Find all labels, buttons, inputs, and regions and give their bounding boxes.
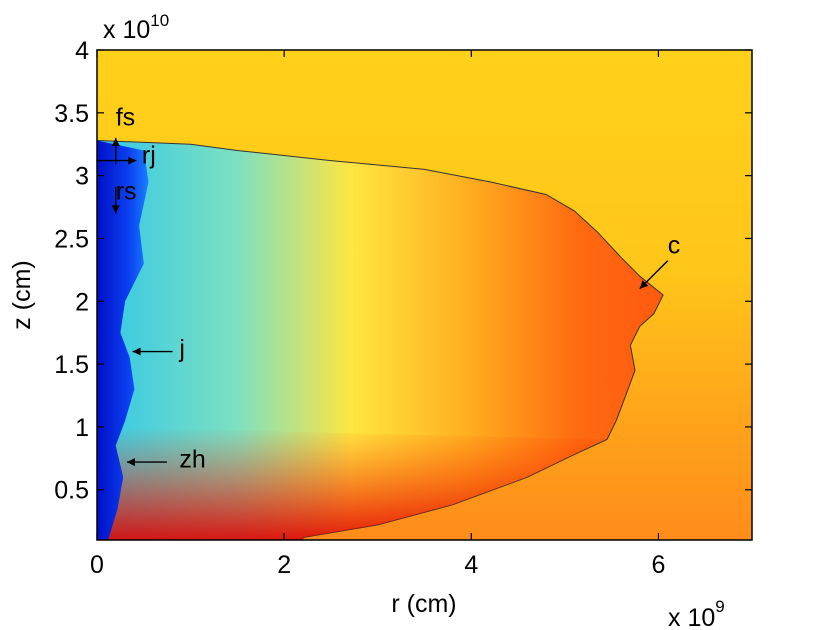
- annotation-arrowhead-zh: [126, 458, 135, 467]
- annotation-label-zh: zh: [179, 445, 205, 473]
- x-tick-label: 0: [90, 551, 104, 579]
- annotation-arrowhead-j: [132, 347, 141, 356]
- y-tick-label: 3.5: [54, 100, 89, 128]
- annotation-arrowhead-fs: [111, 137, 120, 146]
- x-axis-ticks: 0 2 4 6: [90, 50, 665, 579]
- x-multiplier-exponent: 9: [715, 597, 724, 616]
- y-multiplier: x 1010: [103, 11, 169, 44]
- y-axis-ticks: 0.5 1 1.5 2 2.5 3 3.5 4: [54, 37, 752, 505]
- annotation-arrowhead-c: [639, 280, 649, 289]
- y-tick-label: 1: [75, 414, 89, 442]
- y-tick-label: 4: [75, 37, 89, 65]
- x-tick-label: 4: [464, 551, 478, 579]
- y-tick-label: 0.5: [54, 477, 89, 505]
- x-multiplier: x 109: [668, 597, 725, 630]
- y-tick-label: 3: [75, 163, 89, 191]
- annotation-label-rj: rj: [142, 141, 156, 169]
- annotation-label-c: c: [668, 232, 681, 260]
- plot-area: [97, 50, 752, 540]
- x-axis-label: r (cm): [391, 590, 456, 618]
- x-tick-label: 6: [651, 551, 665, 579]
- annotation-arrowhead-rj: [128, 156, 137, 165]
- x-tick-label: 2: [277, 551, 291, 579]
- annotation-arrowhead-rs: [111, 205, 120, 214]
- x-multiplier-base: x 10: [668, 604, 715, 630]
- jet-region: [97, 140, 149, 540]
- y-multiplier-base: x 10: [103, 16, 150, 44]
- annotation-label-fs: fs: [116, 104, 135, 132]
- y-tick-label: 1.5: [54, 351, 89, 379]
- y-multiplier-exponent: 10: [150, 11, 169, 30]
- y-tick-label: 2.5: [54, 225, 89, 253]
- cocoon-hot-base: [97, 426, 607, 540]
- y-tick-label: 2: [75, 288, 89, 316]
- annotation-label-j: j: [178, 335, 185, 363]
- y-axis-label: z (cm): [8, 260, 36, 329]
- plot-frame: [96, 49, 753, 541]
- annotation-label-rs: rs: [116, 178, 137, 206]
